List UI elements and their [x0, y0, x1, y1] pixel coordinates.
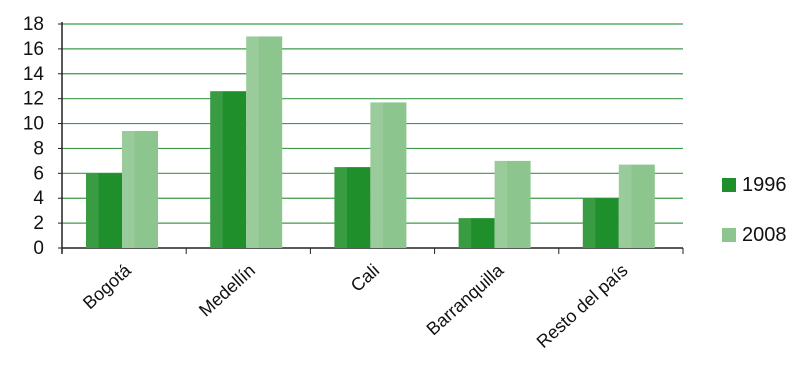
- bar-shine-1996-1: [86, 173, 99, 248]
- category-label-2: Medellín: [195, 260, 259, 320]
- category-labels: Bogotá Medellín Cali Barranquilla Resto del …: [79, 259, 632, 352]
- legend-swatch-2008: [722, 228, 736, 242]
- bar-shine-1996-2: [210, 91, 223, 248]
- bar-shine-1996-4: [458, 218, 472, 248]
- legend-item-2008: 2008: [722, 220, 787, 250]
- legend-label-1996: 1996: [742, 173, 787, 196]
- y-tick-label-0: 0: [33, 238, 44, 259]
- bar-2008-4: [494, 160, 531, 248]
- bar-2008-1: [122, 131, 158, 248]
- legend-label-2008: 2008: [742, 223, 787, 246]
- bar-shine-2008-1: [122, 131, 135, 248]
- bar-2008-5: [618, 164, 655, 248]
- category-label-1: Bogotá: [79, 259, 136, 313]
- bars: [86, 36, 655, 249]
- bar-shine-2008-2: [246, 36, 259, 248]
- bar-shine-1996-3: [334, 167, 347, 248]
- category-label-4: Barranquilla: [423, 259, 509, 339]
- bar-1996-4: [458, 218, 495, 248]
- bar-1996-1: [86, 173, 122, 248]
- bar-shine-2008-3: [370, 102, 383, 249]
- y-tick-label-2: 2: [33, 213, 44, 234]
- y-tick-label-14: 14: [23, 64, 45, 85]
- bar-2008-2: [246, 36, 283, 248]
- bar-2008-3: [370, 102, 407, 249]
- legend-item-1996: 1996: [722, 170, 787, 200]
- bar-shine-1996-5: [582, 198, 596, 248]
- category-label-5: Resto del país: [533, 260, 632, 352]
- y-tick-label-12: 12: [23, 89, 44, 110]
- y-tick-label-6: 6: [33, 163, 44, 184]
- axes: [61, 22, 684, 254]
- bar-shine-2008-4: [494, 160, 508, 248]
- y-tick-label-16: 16: [23, 39, 44, 60]
- category-label-3: Cali: [347, 260, 383, 296]
- y-tick-labels: 0 2 4 6 8 10 12 14 16 18: [23, 14, 45, 259]
- y-tick-label-18: 18: [23, 14, 44, 35]
- bar-shine-2008-5: [618, 164, 632, 248]
- y-tick-label-4: 4: [33, 188, 44, 209]
- legend-swatch-1996: [722, 178, 736, 192]
- y-tick-label-8: 8: [33, 138, 44, 159]
- bar-1996-2: [210, 91, 247, 248]
- legend: 1996 2008: [722, 170, 787, 270]
- bar-1996-5: [582, 198, 619, 248]
- y-tick-label-10: 10: [23, 114, 44, 135]
- bar-1996-3: [334, 167, 371, 248]
